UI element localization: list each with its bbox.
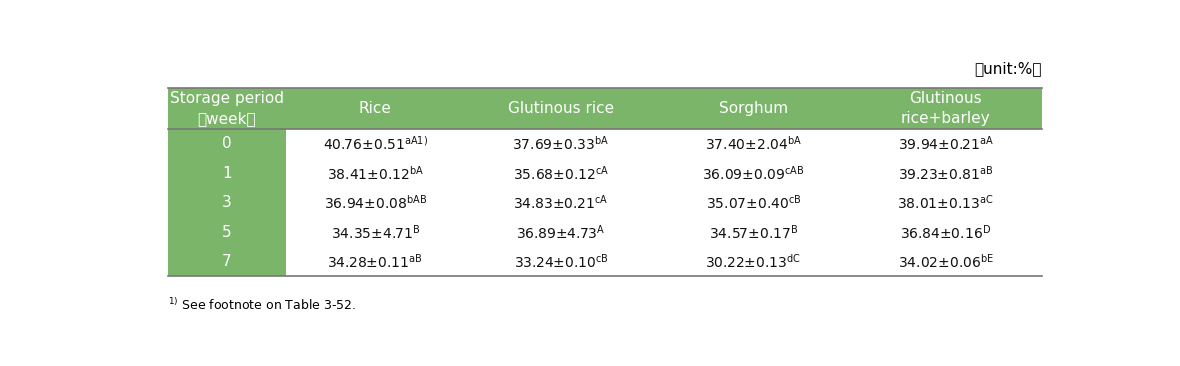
Text: 5: 5 bbox=[222, 225, 231, 240]
Bar bbox=[168, 188, 286, 217]
Bar bbox=[657, 217, 850, 247]
Bar bbox=[657, 188, 850, 217]
Text: Rice: Rice bbox=[359, 101, 392, 116]
Text: 36.84±0.16$^{\mathregular{D}}$: 36.84±0.16$^{\mathregular{D}}$ bbox=[900, 223, 991, 242]
Bar bbox=[657, 247, 850, 276]
Text: 38.41±0.12$^{\mathregular{bA}}$: 38.41±0.12$^{\mathregular{bA}}$ bbox=[327, 164, 424, 182]
Bar bbox=[465, 217, 657, 247]
Bar bbox=[465, 158, 657, 188]
Text: 33.24±0.10$^{\mathregular{cB}}$: 33.24±0.10$^{\mathregular{cB}}$ bbox=[513, 253, 609, 271]
Text: Glutinous rice: Glutinous rice bbox=[507, 101, 614, 116]
Bar bbox=[657, 158, 850, 188]
Bar bbox=[168, 247, 286, 276]
Text: 1: 1 bbox=[222, 166, 231, 181]
Text: 36.89±4.73$^{\mathregular{A}}$: 36.89±4.73$^{\mathregular{A}}$ bbox=[517, 223, 605, 242]
Bar bbox=[465, 247, 657, 276]
Bar bbox=[850, 247, 1042, 276]
Text: 39.23±0.81$^{\mathregular{aB}}$: 39.23±0.81$^{\mathregular{aB}}$ bbox=[898, 164, 994, 183]
Text: 35.68±0.12$^{\mathregular{cA}}$: 35.68±0.12$^{\mathregular{cA}}$ bbox=[513, 164, 609, 183]
Text: $^{1)}$ See footnote on Table 3-52.: $^{1)}$ See footnote on Table 3-52. bbox=[168, 298, 356, 313]
Text: 40.76±0.51$^{\mathregular{aA1)}}$: 40.76±0.51$^{\mathregular{aA1)}}$ bbox=[323, 135, 427, 153]
Text: 37.69±0.33$^{\mathregular{bA}}$: 37.69±0.33$^{\mathregular{bA}}$ bbox=[512, 135, 610, 153]
Bar bbox=[850, 129, 1042, 158]
Bar bbox=[465, 188, 657, 217]
Text: Storage period
（week）: Storage period （week） bbox=[170, 91, 283, 126]
Text: 34.83±0.21$^{\mathregular{cA}}$: 34.83±0.21$^{\mathregular{cA}}$ bbox=[513, 194, 609, 212]
Bar bbox=[286, 188, 465, 217]
Bar bbox=[168, 129, 286, 158]
Text: 0: 0 bbox=[222, 137, 231, 152]
Text: Glutinous
rice+barley: Glutinous rice+barley bbox=[900, 91, 990, 126]
Text: 34.28±0.11$^{\mathregular{aB}}$: 34.28±0.11$^{\mathregular{aB}}$ bbox=[328, 253, 424, 271]
Text: 34.35±4.71$^{\mathregular{B}}$: 34.35±4.71$^{\mathregular{B}}$ bbox=[330, 223, 420, 242]
Bar bbox=[168, 158, 286, 188]
Bar bbox=[286, 158, 465, 188]
Bar bbox=[657, 87, 850, 129]
Bar bbox=[286, 217, 465, 247]
Bar bbox=[168, 87, 286, 129]
Text: 36.94±0.08$^{\mathregular{bAB}}$: 36.94±0.08$^{\mathregular{bAB}}$ bbox=[323, 194, 427, 212]
Bar bbox=[465, 87, 657, 129]
Bar bbox=[850, 87, 1042, 129]
Bar bbox=[465, 129, 657, 158]
Bar bbox=[286, 247, 465, 276]
Text: 36.09±0.09$^{\mathregular{cAB}}$: 36.09±0.09$^{\mathregular{cAB}}$ bbox=[702, 164, 805, 183]
Bar bbox=[850, 217, 1042, 247]
Bar bbox=[286, 129, 465, 158]
Bar bbox=[850, 188, 1042, 217]
Text: 38.01±0.13$^{\mathregular{aC}}$: 38.01±0.13$^{\mathregular{aC}}$ bbox=[898, 194, 994, 212]
Text: Sorghum: Sorghum bbox=[719, 101, 788, 116]
Text: 34.57±0.17$^{\mathregular{B}}$: 34.57±0.17$^{\mathregular{B}}$ bbox=[709, 223, 798, 242]
Text: 34.02±0.06$^{\mathregular{bE}}$: 34.02±0.06$^{\mathregular{bE}}$ bbox=[898, 253, 994, 270]
Text: （unit:%）: （unit:%） bbox=[975, 61, 1042, 76]
Bar bbox=[850, 158, 1042, 188]
Text: 39.94±0.21$^{\mathregular{aA}}$: 39.94±0.21$^{\mathregular{aA}}$ bbox=[898, 135, 994, 153]
Bar bbox=[286, 87, 465, 129]
Text: 35.07±0.40$^{\mathregular{cB}}$: 35.07±0.40$^{\mathregular{cB}}$ bbox=[706, 194, 801, 212]
Bar bbox=[168, 217, 286, 247]
Bar bbox=[657, 129, 850, 158]
Text: 30.22±0.13$^{\mathregular{dC}}$: 30.22±0.13$^{\mathregular{dC}}$ bbox=[706, 253, 801, 270]
Text: 3: 3 bbox=[222, 195, 231, 210]
Text: 37.40±2.04$^{\mathregular{bA}}$: 37.40±2.04$^{\mathregular{bA}}$ bbox=[704, 135, 802, 153]
Text: 7: 7 bbox=[222, 254, 231, 269]
